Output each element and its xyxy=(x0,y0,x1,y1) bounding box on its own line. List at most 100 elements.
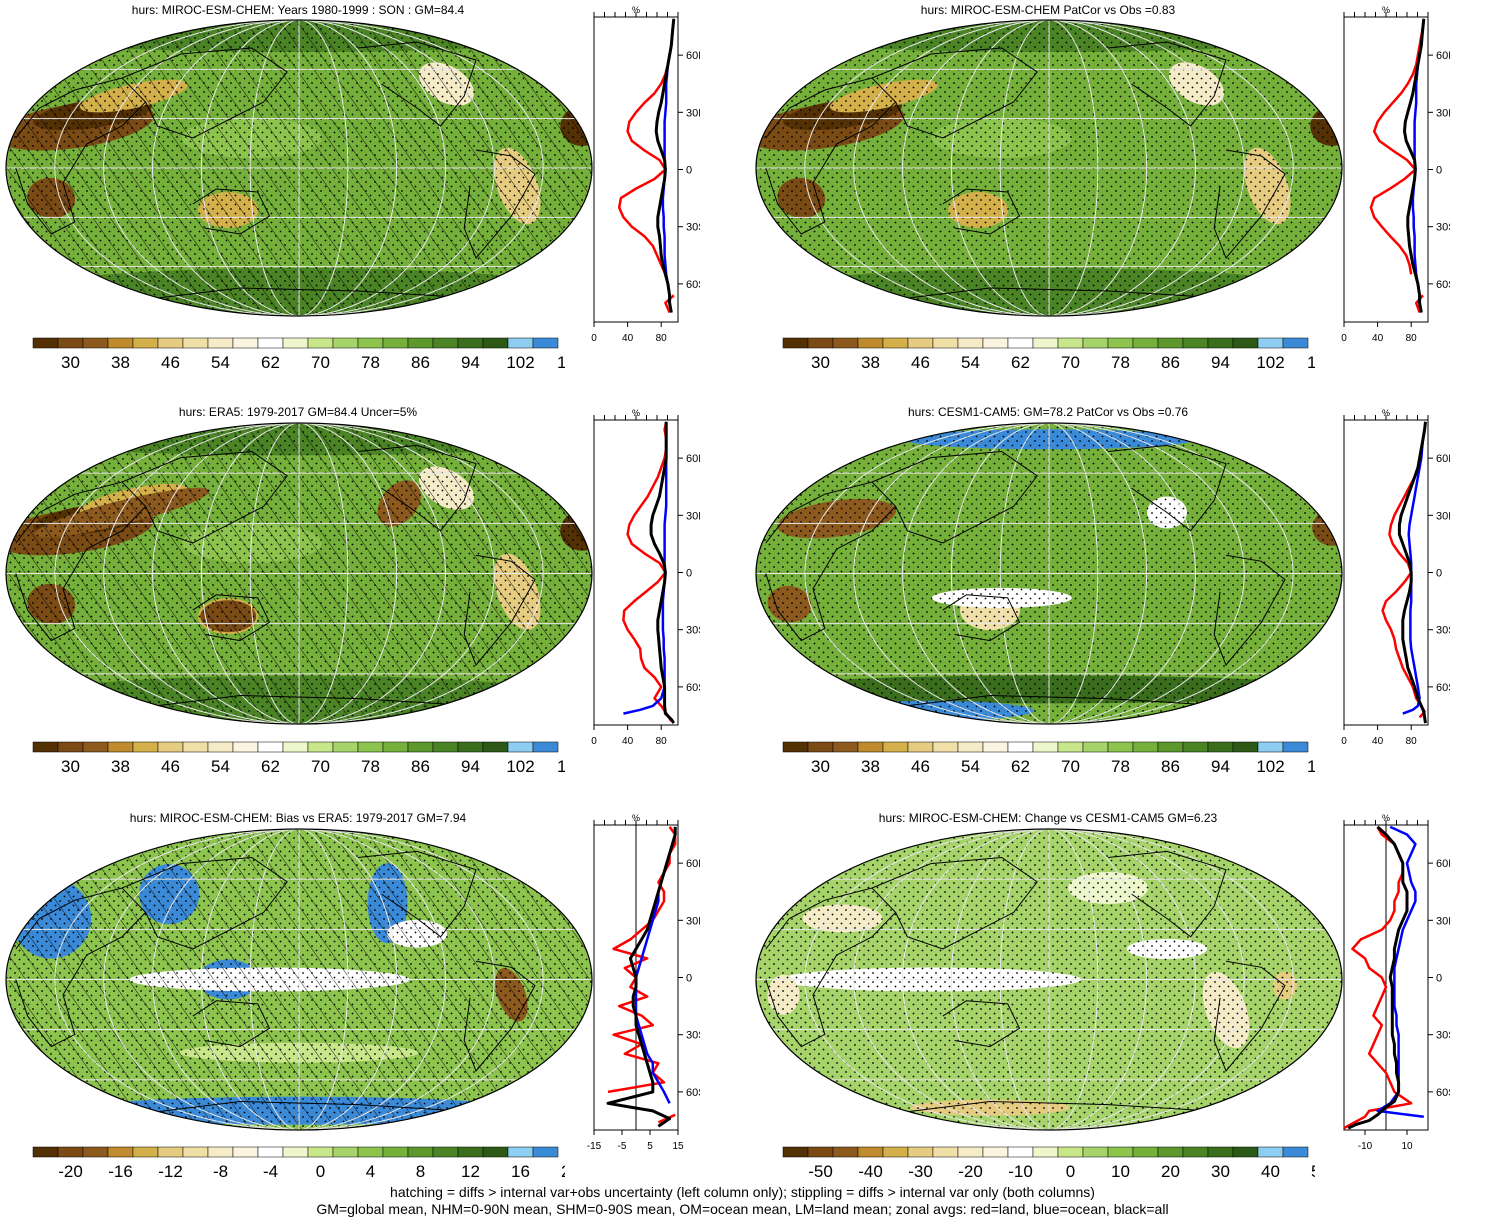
coastline xyxy=(357,444,477,532)
colorbar-label: 46 xyxy=(161,757,180,776)
meridian xyxy=(1048,423,1294,724)
zonal-y-tick-label: 60S xyxy=(1436,682,1450,694)
meridian xyxy=(1048,20,1148,316)
meridian xyxy=(1048,20,1099,316)
colorbar-swatch xyxy=(1107,741,1134,753)
colorbar-swatch xyxy=(1007,337,1034,349)
colorbar-swatch xyxy=(782,337,809,349)
colorbar-swatch xyxy=(832,1146,859,1158)
colorbar-swatch xyxy=(357,1146,384,1158)
coastline xyxy=(1107,41,1227,127)
colorbar-label: 70 xyxy=(1061,757,1080,776)
colorbar-swatch xyxy=(82,1146,109,1158)
colorbar-swatch xyxy=(1132,337,1159,349)
zonal-y-tick-label: 60N xyxy=(1436,453,1450,465)
colorbar-p1: 30 38 46 54 62 70 78 86 94 102 110 xyxy=(32,337,565,372)
meridian xyxy=(298,829,398,1130)
colorbar-label: 46 xyxy=(911,353,930,372)
colorbar-label: 62 xyxy=(261,757,280,776)
coastline xyxy=(1107,444,1227,532)
colorbar-swatch xyxy=(232,741,259,753)
colorbar-swatch xyxy=(1282,741,1309,753)
colorbar-swatch xyxy=(907,1146,934,1158)
coastline xyxy=(92,694,506,715)
colorbar-p6: -50 -40 -30 -20 -10 0 10 20 30 40 50 xyxy=(782,1146,1315,1181)
meridian xyxy=(1048,829,1196,1130)
colorbar-label: 62 xyxy=(1011,757,1030,776)
colorbar-label: -50 xyxy=(808,1162,833,1181)
coastline xyxy=(357,850,477,938)
colorbar-swatch xyxy=(1157,1146,1184,1158)
colorbar-label: 110 xyxy=(557,757,565,776)
zonal-series-black xyxy=(1397,421,1427,724)
zonal-series-red xyxy=(1343,826,1413,1130)
meridian xyxy=(902,423,1050,724)
map-border xyxy=(5,828,593,1131)
colorbar-swatch xyxy=(182,1146,209,1158)
colorbar-swatch xyxy=(957,337,984,349)
colorbar-swatch xyxy=(782,741,809,753)
zonal-x-tick-label: -5 xyxy=(618,1141,627,1152)
zonal-x-tick-label: 10 xyxy=(1401,1141,1413,1152)
zonal-y-tick-label: 60N xyxy=(1436,50,1450,62)
coastline xyxy=(121,856,288,950)
zonal-x-tick-label: 5 xyxy=(647,1141,653,1152)
colorbar-swatch xyxy=(907,337,934,349)
coastline xyxy=(463,960,536,1072)
colorbar-swatch xyxy=(307,337,334,349)
colorbar-swatch xyxy=(1082,337,1109,349)
colorbar-label: 30 xyxy=(811,757,830,776)
colorbar-label: 102 xyxy=(506,353,534,372)
colorbar-swatch xyxy=(182,337,209,349)
panel-title-p6: hurs: MIROC-ESM-CHEM: Change vs CESM1-CA… xyxy=(878,811,1218,825)
colorbar-swatch xyxy=(932,741,959,753)
coastline xyxy=(842,1100,1256,1121)
colorbar-swatch xyxy=(357,741,384,753)
colorbar-swatch xyxy=(207,741,234,753)
colorbar-label: 38 xyxy=(861,757,880,776)
colorbar-label: -20 xyxy=(958,1162,983,1181)
zonal-y-tick-label: 0 xyxy=(1436,568,1442,580)
map-p4 xyxy=(755,422,1343,725)
colorbar-label: -10 xyxy=(1008,1162,1033,1181)
zonal-y-tick-label: 60S xyxy=(1436,1087,1450,1099)
meridian xyxy=(999,423,1050,724)
coastline xyxy=(842,694,1256,715)
zonal-y-tick-label: 0 xyxy=(686,165,692,177)
zonal-y-tick-label: 60N xyxy=(1436,858,1450,870)
meridian xyxy=(298,829,544,1130)
zonal-x-tick-label: 0 xyxy=(591,736,597,747)
meridian xyxy=(298,20,495,316)
coastline xyxy=(357,41,477,127)
footer-legend-note: GM=global mean, NHM=0-90N mean, SHM=0-90… xyxy=(316,1201,1169,1217)
colorbar-swatch xyxy=(232,1146,259,1158)
meridian xyxy=(1048,20,1294,316)
colorbar-label: 38 xyxy=(861,353,880,372)
colorbar-swatch xyxy=(57,337,84,349)
colorbar-swatch xyxy=(257,741,284,753)
zonal-x-tick-label: 80 xyxy=(656,736,668,747)
zonal-xlabel: % xyxy=(1382,408,1390,418)
colorbar-swatch xyxy=(1132,741,1159,753)
zonal-y-tick-label: 30S xyxy=(686,625,700,637)
zonal-series-black xyxy=(1347,825,1409,1130)
zonal-profile-z5: % -15 -5 5 15 60N 30N 0 30S 60S xyxy=(587,813,700,1152)
zonal-profile-z2: % 0 40 80 60N 30N 0 30S 60S xyxy=(1341,5,1450,344)
zonal-y-tick-label: 30N xyxy=(686,107,700,119)
zonal-profile-z6: % -10 10 60N 30N 0 30S 60S xyxy=(1343,813,1450,1152)
colorbar-swatch xyxy=(207,337,234,349)
colorbar-swatch xyxy=(332,741,359,753)
meridian xyxy=(152,20,300,316)
colorbar-swatch xyxy=(332,1146,359,1158)
colorbar-label: 20 xyxy=(561,1162,565,1181)
zonal-series-black xyxy=(654,18,676,313)
map-border xyxy=(755,828,1343,1131)
coastline xyxy=(15,887,147,1048)
map-p2 xyxy=(755,19,1343,317)
zonal-xlabel: % xyxy=(1382,5,1390,15)
colorbar-swatch xyxy=(132,741,159,753)
colorbar-swatch xyxy=(1132,1146,1159,1158)
colorbar-swatch xyxy=(357,337,384,349)
colorbar-swatch xyxy=(457,337,484,349)
colorbar-label: 40 xyxy=(1261,1162,1280,1181)
